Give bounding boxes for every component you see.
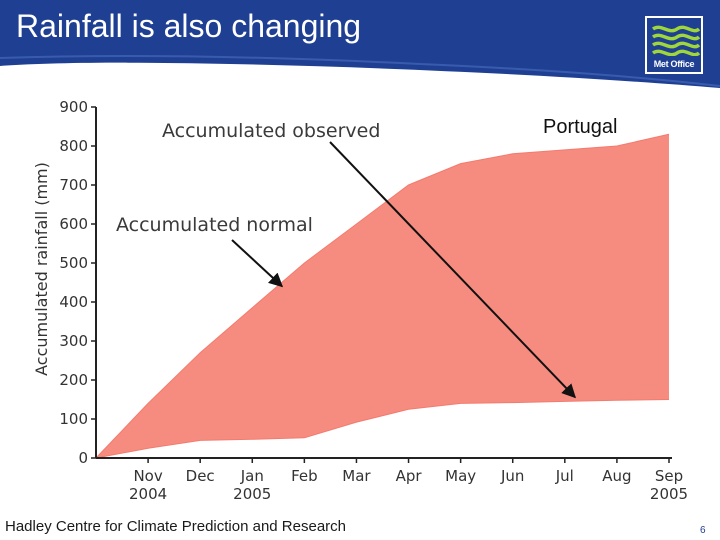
waves-icon [651, 25, 701, 56]
series-line-accumulated-normal [95, 133, 670, 459]
met-office-logo: Met Office [645, 16, 703, 74]
arrow-to-normal-series [231, 239, 284, 288]
x-tick-label: Dec [186, 467, 215, 485]
y-tick-label: 900 [59, 98, 88, 116]
x-tick-sublabel: 2004 [129, 485, 167, 503]
y-tick-label: 600 [59, 215, 88, 233]
y-tick-label: 200 [59, 371, 88, 389]
slide-title: Rainfall is also changing [16, 8, 362, 44]
x-tick-sublabel: 2005 [650, 485, 688, 503]
area-between-series [96, 134, 669, 459]
slide-header: Rainfall is also changing Met Office [0, 0, 720, 90]
x-tick-label: Feb [291, 467, 318, 485]
footer-text: Hadley Centre for Climate Prediction and… [5, 518, 346, 535]
y-axis-ticks: 0 100 200 300 400 500 600 700 800 900 [59, 98, 96, 467]
x-tick-sublabel: 2005 [233, 485, 271, 503]
rainfall-chart: 0 100 200 300 400 500 600 700 800 900 Nov 2004 Dec J… [0, 90, 720, 510]
legend-label-accumulated-observed: Accumulated observed [162, 120, 380, 142]
x-tick-label: Sep [655, 467, 683, 485]
y-tick-label: 500 [59, 254, 88, 272]
y-tick-label: 800 [59, 137, 88, 155]
legend-label-accumulated-normal: Accumulated normal [116, 214, 313, 236]
region-label: Portugal [543, 116, 618, 138]
x-tick-label: Aug [602, 467, 631, 485]
x-tick-label: Jul [555, 467, 574, 485]
y-tick-label: 100 [59, 410, 88, 428]
y-axis-label: Accumulated rainfall (mm) [32, 162, 51, 376]
x-tick-label: May [445, 467, 476, 485]
y-tick-label: 700 [59, 176, 88, 194]
y-tick-label: 300 [59, 332, 88, 350]
series-line-accumulated-observed [95, 399, 670, 459]
x-tick-label: Apr [396, 467, 423, 485]
x-tick-label: Jan [240, 467, 264, 485]
logo-text: Met Office [653, 59, 695, 69]
y-tick-label: 400 [59, 293, 88, 311]
x-tick-label: Jun [500, 467, 524, 485]
x-tick-label: Nov [133, 467, 162, 485]
y-tick-label: 0 [78, 449, 88, 467]
page-number: 6 [700, 525, 706, 536]
x-tick-label: Mar [342, 467, 371, 485]
header-banner [0, 0, 720, 90]
arrow-to-observed-series [329, 141, 576, 399]
